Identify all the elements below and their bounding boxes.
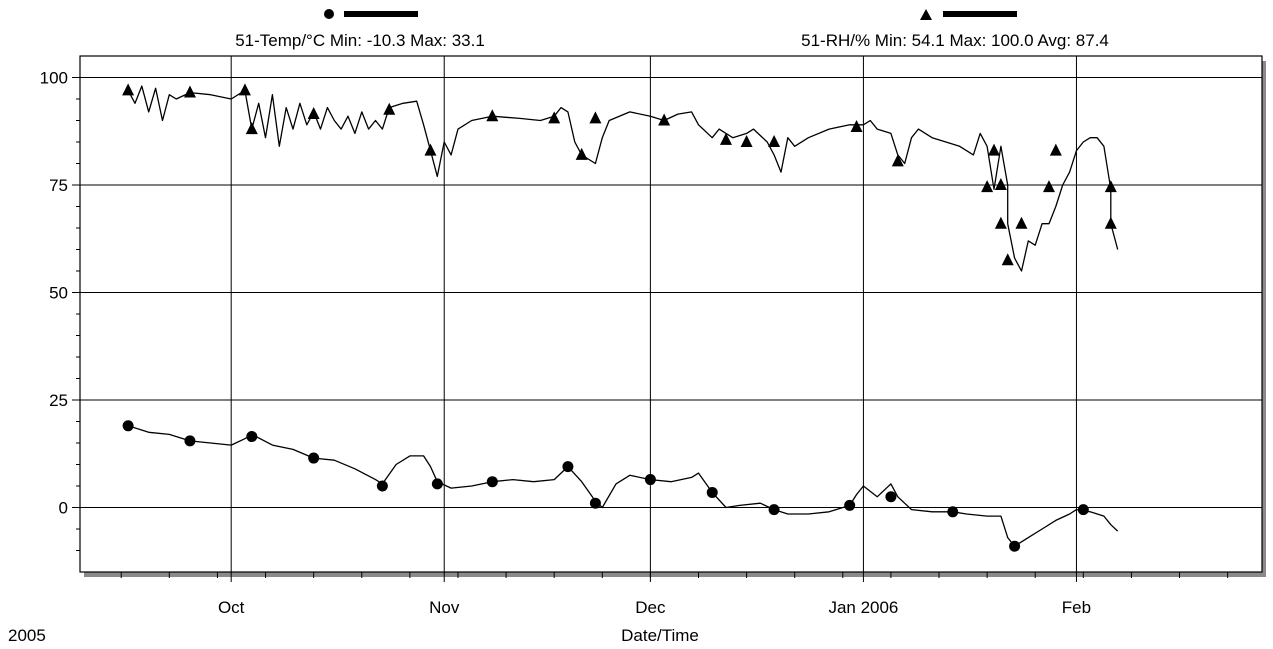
temperature-point (589, 497, 601, 509)
humidity-point (1042, 180, 1055, 193)
humidity-point (383, 102, 396, 115)
temperature-point (246, 431, 258, 443)
temperature-point (184, 435, 196, 447)
humidity-point (424, 143, 437, 156)
y-axis: 0 25 50 75 100 (40, 69, 80, 551)
y-tick-label: 100 (40, 69, 68, 88)
y-tick-label: 25 (49, 391, 68, 410)
humidity-point (183, 85, 196, 98)
plot-area (79, 55, 1263, 573)
humidity-point (1001, 253, 1014, 266)
humidity-point (994, 178, 1007, 190)
legend-temp-circle-marker (324, 9, 334, 19)
humidity-point (1104, 180, 1117, 193)
legend-rh-triangle-marker (920, 9, 932, 20)
x-tick-label: Feb (1062, 598, 1091, 617)
humidity-point (122, 83, 135, 96)
temperature-series-line (127, 425, 1119, 547)
humidity-point (1049, 143, 1062, 156)
humidity-point (589, 111, 602, 124)
legend-temp-label: 51-Temp/°C Min: -10.3 Max: 33.1 (235, 31, 485, 50)
legend-rh-swatch (943, 11, 1017, 17)
temperature-point (706, 486, 718, 498)
temperature-point (376, 480, 388, 492)
temperature-point (768, 504, 780, 516)
humidity-point (658, 113, 671, 126)
humidity-point (850, 119, 863, 132)
temperature-point (308, 452, 320, 464)
humidity-point (245, 122, 258, 135)
humidity-point (981, 180, 994, 193)
temperature-point (486, 476, 498, 488)
temperature-point (122, 420, 134, 432)
series-markers (122, 83, 1117, 552)
humidity-point (994, 216, 1007, 229)
humidity-point (307, 107, 320, 120)
humidity-point (740, 135, 753, 147)
humidity-point (1104, 216, 1117, 229)
legend-temp-swatch (344, 11, 418, 17)
year-label: 2005 (8, 626, 46, 645)
temperature-point (844, 499, 856, 511)
humidity-point (891, 154, 904, 167)
x-tick-label: Oct (218, 598, 245, 617)
humidity-point (575, 147, 588, 160)
x-tick-label: Jan 2006 (828, 598, 898, 617)
humidity-point (719, 132, 732, 145)
temperature-point (1077, 504, 1089, 516)
temperature-point (644, 474, 656, 486)
humidity-point (768, 135, 781, 147)
humidity-point (987, 143, 1000, 156)
humidity-point (1015, 216, 1028, 229)
humidity-point (238, 83, 251, 96)
temperature-point (1009, 540, 1021, 552)
temperature-point (431, 478, 443, 490)
y-tick-label: 75 (49, 176, 68, 195)
y-tick-label: 50 (49, 284, 68, 303)
x-tick-label: Nov (429, 598, 460, 617)
legend: 51-Temp/°C Min: -10.3 Max: 33.1 51-RH/% … (235, 9, 1109, 50)
temperature-point (885, 491, 897, 503)
y-tick-label: 0 (59, 499, 68, 518)
series-lines (127, 85, 1119, 547)
x-axis-title: Date/Time (621, 626, 699, 645)
x-axis: Oct Nov Dec Jan 2006 Feb (120, 572, 1229, 617)
humidity-point (486, 109, 499, 122)
temperature-point (562, 461, 574, 473)
humidity-point (548, 111, 561, 124)
x-tick-label: Dec (635, 598, 666, 617)
humidity-series-line (127, 85, 1119, 272)
temperature-point (947, 506, 959, 518)
legend-rh-label: 51-RH/% Min: 54.1 Max: 100.0 Avg: 87.4 (801, 31, 1109, 50)
